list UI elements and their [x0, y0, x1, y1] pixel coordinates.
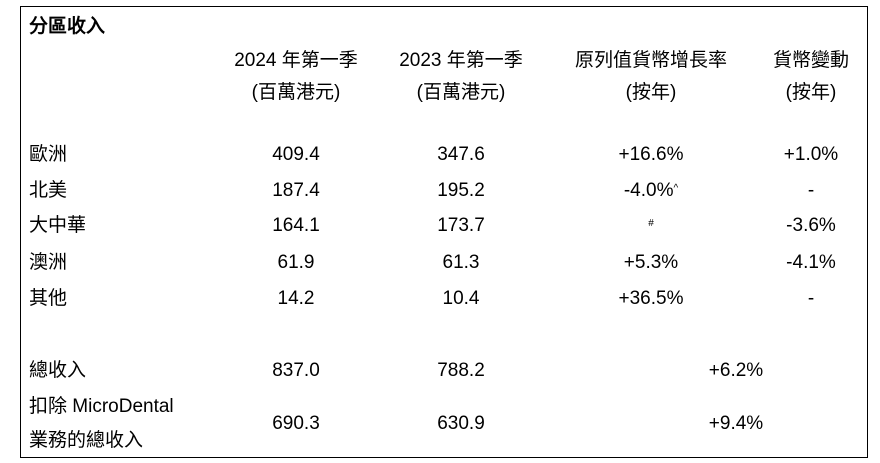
total-growth: +9.4%	[708, 413, 764, 434]
header-fx: 貨幣變動	[772, 50, 849, 71]
revenue-table: 分區收入 2024 年第一季 (百萬港元) 2023 年第一季 (百萬港元) 原…	[20, 6, 868, 458]
total-label-line2: 業務的總收入	[29, 430, 144, 451]
cell-fx: -4.1%	[786, 252, 836, 273]
cell-growth: +5.3%	[623, 252, 679, 273]
row-label: 北美	[29, 180, 68, 201]
cell-growth: #	[551, 214, 751, 238]
footnote-mark: #	[648, 218, 654, 229]
cell-2024: 164.1	[272, 215, 320, 236]
total-growth: +6.2%	[708, 360, 764, 381]
cell-2023: 195.2	[437, 180, 485, 201]
row-label: 其他	[29, 288, 68, 309]
cell-2024: 409.4	[272, 144, 320, 165]
total-2024: 837.0	[272, 360, 320, 381]
cell-fx: -3.6%	[786, 215, 836, 236]
row-label: 澳洲	[29, 252, 68, 273]
header-2023-q1: 2023 年第一季	[399, 50, 523, 71]
cell-fx: +1.0%	[783, 144, 839, 165]
total-label-line1: 扣除 MicroDental	[29, 396, 174, 417]
cell-growth: -4.0%^	[623, 180, 679, 201]
header-growth: 原列值貨幣增長率	[574, 50, 727, 71]
header-growth-unit: (按年)	[625, 82, 677, 103]
table-title: 分區收入	[29, 16, 106, 37]
cell-2023: 10.4	[442, 288, 480, 309]
total-2023: 630.9	[437, 413, 485, 434]
header-fx-unit: (按年)	[785, 82, 837, 103]
row-label: 大中華	[29, 215, 87, 236]
header-2024-unit: (百萬港元)	[251, 82, 341, 103]
header-2023-unit: (百萬港元)	[416, 82, 506, 103]
cell-fx: -	[807, 180, 815, 201]
footnote-mark: ^	[673, 183, 679, 194]
cell-2024: 187.4	[272, 180, 320, 201]
cell-2023: 61.3	[442, 252, 480, 273]
cell-2023: 173.7	[437, 215, 485, 236]
cell-2023: 347.6	[437, 144, 485, 165]
cell-2024: 14.2	[277, 288, 315, 309]
header-2024-q1: 2024 年第一季	[234, 50, 358, 71]
total-2023: 788.2	[437, 360, 485, 381]
row-label: 歐洲	[29, 144, 68, 165]
cell-growth: +36.5%	[618, 288, 684, 309]
cell-2024: 61.9	[277, 252, 315, 273]
cell-fx: -	[807, 288, 815, 309]
total-label: 總收入	[29, 360, 87, 381]
total-2024: 690.3	[272, 413, 320, 434]
cell-growth: +16.6%	[618, 144, 684, 165]
